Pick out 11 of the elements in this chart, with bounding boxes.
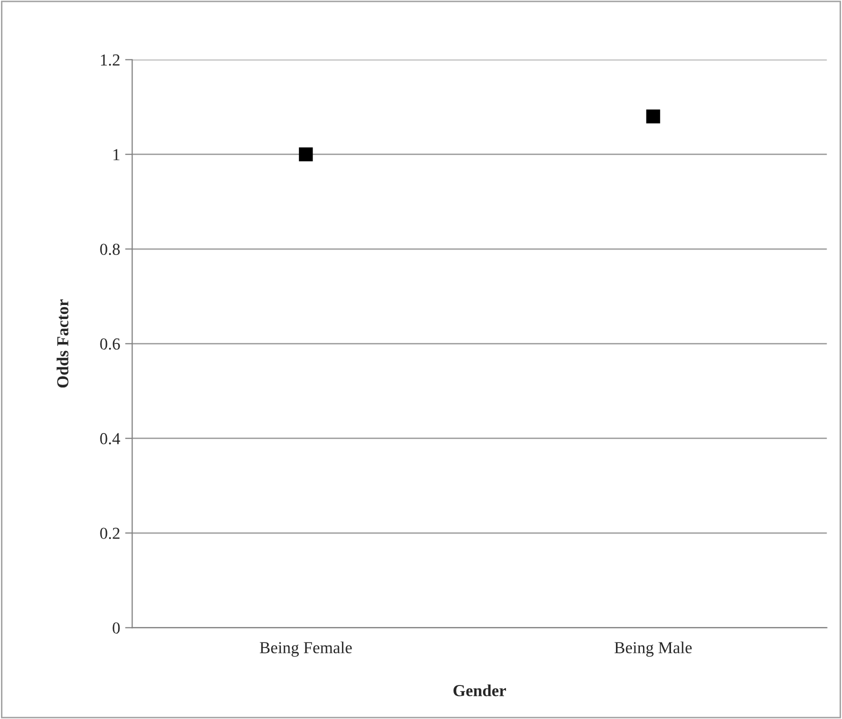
y-tick-label: 1 (114, 149, 120, 160)
y-tick-label: 1.2 (101, 54, 120, 66)
y-tick-label: 0.6 (100, 338, 120, 350)
y-axis-title: Odds Factor (56, 299, 68, 388)
y-tick-label: 0.4 (100, 433, 120, 444)
y-tick-label: 0 (112, 622, 120, 634)
y-tick-label: 0.2 (100, 528, 120, 540)
y-tick-label: 0.8 (100, 244, 120, 256)
x-tick-label: Being Male (614, 642, 692, 657)
x-axis-title: Gender (453, 684, 506, 696)
x-tick-label: Being Female (260, 642, 352, 657)
